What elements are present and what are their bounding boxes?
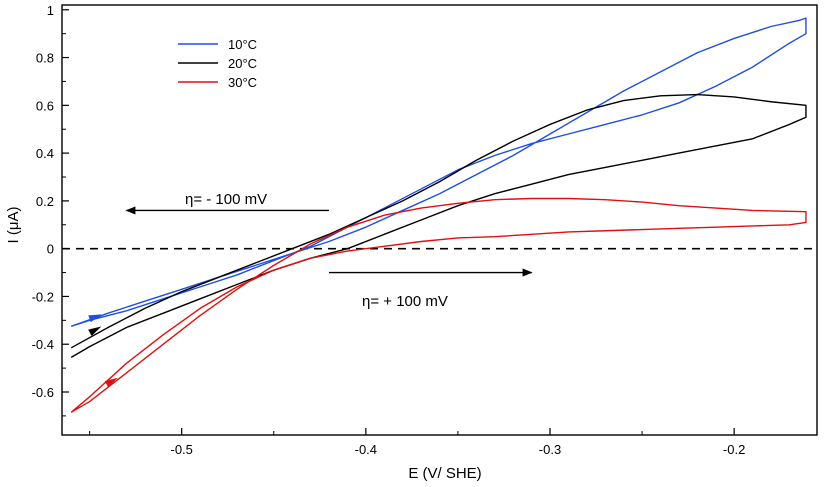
y-tick-label: 0.6 — [36, 98, 54, 113]
y-tick-label: 0 — [47, 242, 54, 257]
legend-label-10c: 10°C — [228, 37, 257, 52]
y-axis-label: I (μA) — [5, 207, 22, 244]
x-axis-label: E (V/ SHE) — [408, 465, 481, 482]
legend-label-30c: 30°C — [228, 75, 257, 90]
y-tick-label: 0.2 — [36, 194, 54, 209]
series-direction-arrow — [88, 326, 102, 336]
y-tick-label: -0.6 — [32, 385, 54, 400]
legend: 10°C 20°C 30°C — [178, 37, 257, 90]
annotation-eta-plus: η= + 100 mV — [362, 293, 448, 310]
y-tick-label: 0.4 — [36, 146, 54, 161]
series-line-20c — [70, 93, 807, 358]
y-tick-label: 0.8 — [36, 51, 54, 66]
series-line-10c — [70, 17, 807, 327]
y-tick-label: 1 — [47, 3, 54, 18]
series-direction-arrow — [104, 377, 118, 388]
legend-label-20c: 20°C — [228, 56, 257, 71]
x-tick-label: -0.2 — [723, 442, 745, 457]
annotation-eta-minus: η= - 100 mV — [185, 191, 267, 208]
x-tick-label: -0.5 — [170, 442, 192, 457]
x-tick-label: -0.3 — [539, 442, 561, 457]
y-tick-label: -0.4 — [32, 337, 54, 352]
x-tick-label: -0.4 — [355, 442, 377, 457]
series-line-30c — [70, 197, 807, 413]
plot-frame — [61, 4, 818, 436]
series-direction-arrow — [88, 314, 102, 323]
y-tick-label: -0.2 — [32, 289, 54, 304]
